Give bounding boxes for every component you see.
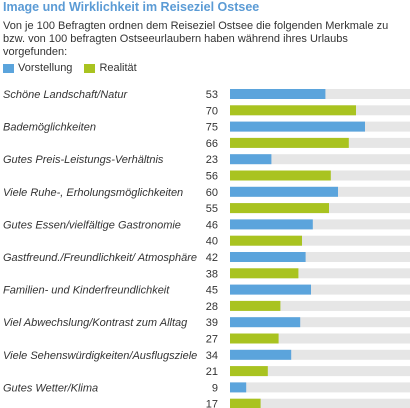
bar-realitaet — [230, 398, 261, 408]
category-label: Gutes Preis-Leistungs-Verhältnis — [3, 154, 164, 166]
bar-vorstellung — [230, 219, 313, 230]
data-label-realitaet: 21 — [206, 366, 218, 378]
data-label-realitaet: 55 — [206, 203, 218, 215]
bar-track-realitaet — [230, 366, 410, 377]
category-label: Viele Ruhe-, Erholungsmöglichkeiten — [3, 187, 183, 199]
data-label-vorstellung: 34 — [206, 350, 218, 362]
legend-swatch-vorstellung — [3, 63, 14, 73]
data-label-vorstellung: 39 — [206, 317, 218, 329]
data-label-vorstellung: 45 — [206, 285, 218, 297]
bar-vorstellung — [230, 284, 311, 295]
bar-vorstellung — [230, 349, 292, 360]
bar-track-vorstellung — [230, 317, 410, 328]
chart-title: Image und Wirklichkeit im Reiseziel Osts… — [3, 0, 260, 14]
data-label-vorstellung: 42 — [206, 252, 218, 264]
data-label-vorstellung: 75 — [206, 122, 218, 134]
data-label-realitaet: 56 — [206, 171, 218, 183]
data-label-vorstellung: 9 — [212, 382, 218, 394]
category-label: Viele Sehenswürdigkeiten/Ausflugsziele — [3, 350, 197, 362]
data-label-realitaet: 27 — [206, 334, 218, 346]
bar-track-realitaet — [230, 268, 410, 279]
legend-label-realitaet: Realität — [99, 62, 137, 74]
bar-realitaet — [230, 366, 268, 377]
bar-track-vorstellung — [230, 382, 410, 393]
bar-vorstellung — [230, 154, 272, 165]
data-label-realitaet: 38 — [206, 268, 218, 280]
bar-vorstellung — [230, 317, 301, 328]
category-label: Gutes Wetter/Klima — [3, 382, 98, 394]
data-label-realitaet: 66 — [206, 138, 218, 150]
data-label-realitaet: 70 — [206, 105, 218, 117]
bar-track-vorstellung — [230, 252, 410, 262]
bar-track-realitaet — [230, 300, 410, 311]
bar-track-vorstellung — [230, 284, 410, 295]
bar-vorstellung — [230, 252, 306, 262]
data-label-vorstellung: 23 — [206, 154, 218, 166]
bar-realitaet — [230, 105, 356, 116]
data-label-realitaet: 17 — [206, 399, 218, 408]
bar-vorstellung — [230, 382, 247, 393]
legend: Vorstellung Realität — [3, 61, 149, 75]
legend-item-realitaet: Realität — [84, 62, 137, 74]
chart-subtitle: Von je 100 Befragten ordnen dem Reisezie… — [3, 20, 389, 58]
data-label-vorstellung: 53 — [206, 89, 218, 101]
bar-track-realitaet — [230, 333, 410, 344]
data-label-vorstellung: 46 — [206, 219, 218, 231]
data-label-realitaet: 40 — [206, 236, 218, 248]
bar-realitaet — [230, 137, 349, 148]
bar-vorstellung — [230, 89, 326, 99]
bar-realitaet — [230, 268, 299, 279]
bar-vorstellung — [230, 186, 338, 197]
bar-realitaet — [230, 300, 281, 311]
data-label-realitaet: 28 — [206, 301, 218, 313]
legend-item-vorstellung: Vorstellung — [3, 62, 72, 74]
bar-track-vorstellung — [230, 219, 410, 230]
category-label: Bademöglichkeiten — [3, 122, 96, 134]
bar-track-realitaet — [230, 398, 410, 408]
bar-realitaet — [230, 333, 279, 344]
category-label: Viel Abwechslung/Kontrast zum Alltag — [3, 317, 188, 329]
legend-swatch-realitaet — [84, 63, 96, 73]
legend-label-vorstellung: Vorstellung — [18, 62, 73, 74]
category-label: Gutes Essen/vielfältige Gastronomie — [3, 219, 181, 231]
bar-track-realitaet — [230, 235, 410, 246]
bar-realitaet — [230, 170, 331, 181]
bar-vorstellung — [230, 121, 365, 132]
bar-realitaet — [230, 235, 302, 246]
bar-realitaet — [230, 203, 329, 214]
category-label: Gastfreund./Freundlichkeit/ Atmosphäre — [3, 252, 197, 264]
data-label-vorstellung: 60 — [206, 187, 218, 199]
bar-track-vorstellung — [230, 349, 410, 360]
category-label: Schöne Landschaft/Natur — [3, 89, 128, 101]
bar-track-vorstellung — [230, 154, 410, 165]
category-label: Familien- und Kinderfreundlichkeit — [3, 285, 170, 297]
